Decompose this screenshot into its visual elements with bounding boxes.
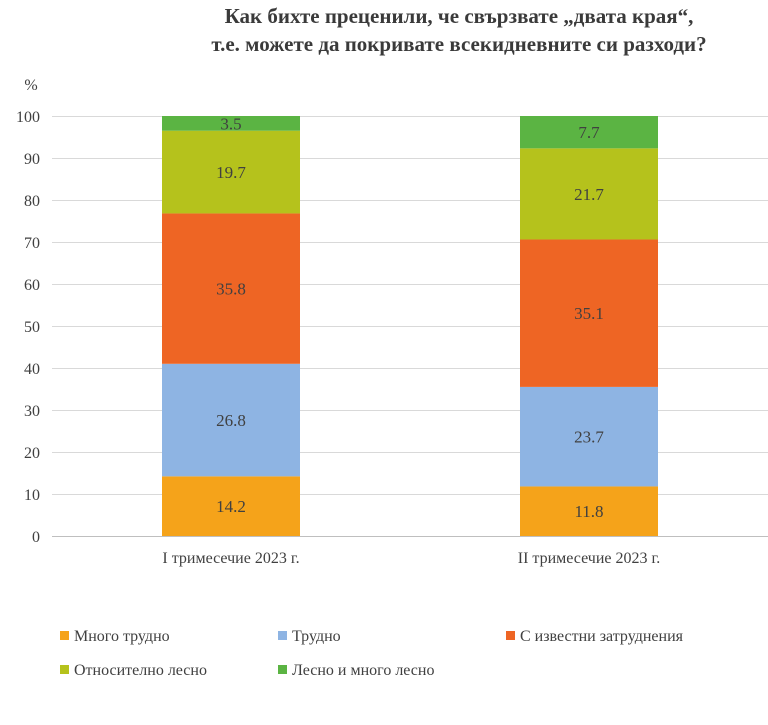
- data-label-2-2: 23.7: [574, 428, 604, 447]
- data-label-2-3: 35.1: [574, 304, 604, 323]
- legend-label-1: Много трудно: [74, 628, 170, 645]
- legend-item-4: Относително лесно: [60, 662, 207, 680]
- y-tick-label-0: 0: [32, 529, 40, 546]
- legend-item-1: Много трудно: [60, 628, 170, 646]
- y-tick-label-60: 60: [24, 277, 40, 294]
- data-label-1-4: 19.7: [216, 163, 246, 182]
- bar-segment-2-1: [520, 486, 658, 536]
- bar-segment-2-4: [520, 148, 658, 240]
- y-tick-label-80: 80: [24, 193, 40, 210]
- bar-segment-1-2: [162, 363, 300, 477]
- legend-label-3: С известни затруднения: [520, 628, 683, 645]
- legend-swatch-1: [60, 631, 69, 640]
- data-label-2-5: 7.7: [578, 123, 600, 142]
- bar-segment-1-4: [162, 130, 300, 214]
- data-label-2-4: 21.7: [574, 185, 604, 204]
- legend-swatch-3: [506, 631, 515, 640]
- stacked-bar-chart: 0 10 20 30 40 50 60 70 80 90 100% 14.2 26.8 35.8 19.7 3…: [16, 77, 768, 567]
- legend-item-2: Трудно: [278, 628, 341, 646]
- chart-title: Как бихте преценили, че свързвате „двата…: [0, 2, 768, 58]
- legend-item-3: С известни затруднения: [506, 628, 683, 646]
- legend-swatch-5: [278, 665, 287, 674]
- data-label-1-5: 3.5: [220, 114, 241, 133]
- data-label-1-3: 35.8: [216, 280, 246, 299]
- data-label-1-1: 14.2: [216, 497, 246, 516]
- legend-swatch-2: [278, 631, 287, 640]
- bar-segment-1-5: [162, 116, 300, 131]
- data-label-2-1: 11.8: [574, 502, 603, 521]
- x-category-label-2: II тримесечие 2023 г.: [518, 550, 661, 567]
- bar-segment-2-3: [520, 239, 658, 387]
- bar-segment-2-2: [520, 386, 658, 487]
- legend-swatch-4: [60, 665, 69, 674]
- y-tick-label-30: 30: [24, 403, 40, 420]
- chart-title-line1: Как бихте преценили, че свързвате „двата…: [224, 4, 694, 28]
- bar-segment-2-5: [520, 116, 658, 149]
- legend-item-5: Лесно и много лесно: [278, 662, 434, 680]
- y-tick-label-10: 10: [24, 487, 40, 504]
- legend-label-2: Трудно: [292, 628, 341, 645]
- y-tick-label-70: 70: [24, 235, 40, 252]
- y-tick-label-100: 100: [16, 109, 40, 126]
- x-category-label-1: I тримесечие 2023 г.: [162, 550, 299, 567]
- y-tick-label-20: 20: [24, 445, 40, 462]
- data-label-1-2: 26.8: [216, 411, 246, 430]
- y-tick-label-40: 40: [24, 361, 40, 378]
- legend-label-4: Относително лесно: [74, 662, 207, 679]
- y-tick-label-90: 90: [24, 151, 40, 168]
- bar-segment-1-1: [162, 476, 300, 536]
- legend-label-5: Лесно и много лесно: [292, 662, 435, 679]
- y-tick-label-50: 50: [24, 319, 40, 336]
- chart-title-line2: т.е. можете да покривате всекидневните с…: [211, 32, 707, 56]
- y-axis-label: %: [24, 77, 37, 94]
- bar-segment-1-3: [162, 213, 300, 364]
